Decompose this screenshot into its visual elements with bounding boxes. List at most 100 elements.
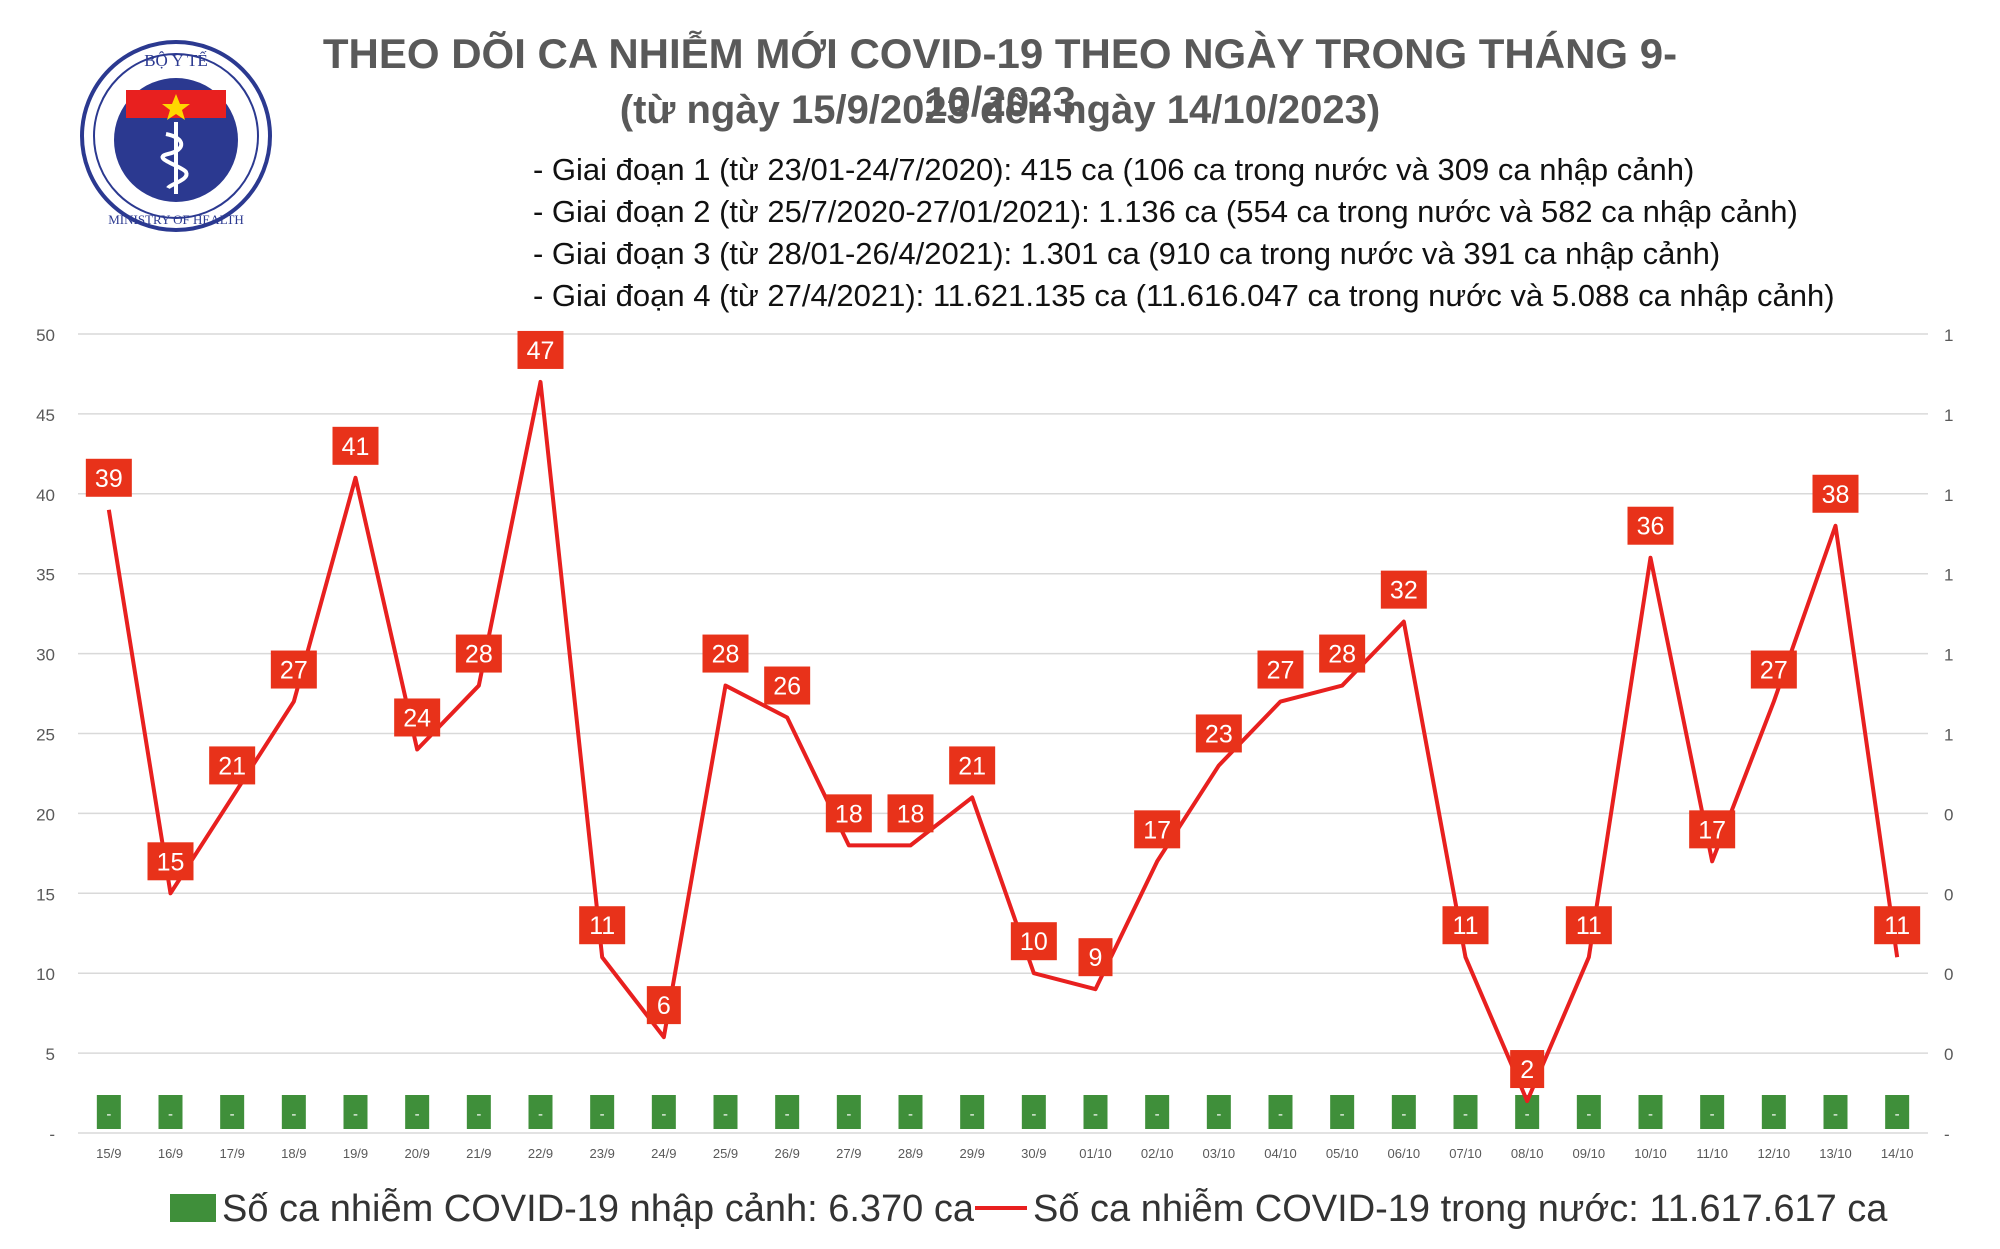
bar-import [220, 1095, 245, 1129]
y-tick-label-right: 0 [1944, 965, 1953, 984]
bar-import-label: - [1031, 1106, 1036, 1123]
y-tick-label-right: 1 [1944, 726, 1953, 745]
data-label-box [1380, 570, 1427, 609]
data-label-text: 18 [897, 800, 925, 828]
bar-import [1021, 1095, 1046, 1129]
data-label: 26 [764, 666, 811, 705]
bar-import [1268, 1095, 1293, 1129]
data-label-text: 41 [342, 433, 370, 461]
bar-import [1206, 1095, 1231, 1129]
note-phase-3: - Giai đoạn 3 (từ 28/01-26/4/2021): 1.30… [533, 236, 1721, 271]
data-label-box [517, 330, 564, 369]
bar-import-label: - [1278, 1106, 1283, 1123]
data-label-box [1442, 906, 1489, 945]
x-tick-label: 13/10 [1819, 1146, 1852, 1161]
data-label-box [1319, 634, 1366, 673]
data-label-text: 39 [95, 465, 123, 493]
series-line-domestic [106, 379, 1900, 1104]
data-label-text: 21 [218, 752, 246, 780]
x-tick-label: 12/10 [1758, 1146, 1791, 1161]
data-label-box [1750, 650, 1797, 689]
data-label-text: 27 [1760, 657, 1788, 685]
data-label-text: 28 [1328, 641, 1356, 669]
x-tick-label: 20/9 [405, 1146, 430, 1161]
data-label: 47 [517, 330, 564, 369]
data-label-box [949, 746, 996, 785]
data-label-box [887, 794, 934, 833]
data-label-box [579, 906, 626, 945]
data-label-box [1565, 906, 1612, 945]
note-phase-2: - Giai đoạn 2 (từ 25/7/2020-27/01/2021):… [533, 194, 1798, 229]
bar-import-label: - [168, 1106, 173, 1123]
x-tick-label: 07/10 [1449, 1146, 1482, 1161]
data-label-box [1812, 474, 1859, 513]
data-label-box [825, 794, 872, 833]
bar-import [1453, 1095, 1478, 1129]
x-tick-label: 11/10 [1696, 1146, 1728, 1161]
x-tick-label: 08/10 [1511, 1146, 1544, 1161]
data-label-box [209, 746, 256, 785]
bar-import [590, 1095, 615, 1129]
bar-import-label: - [476, 1106, 481, 1123]
data-label-box [1078, 938, 1113, 977]
x-tick-label: 04/10 [1264, 1146, 1297, 1161]
logo-text-bottom: MINISTRY OF HEALTH [108, 212, 244, 227]
bar-import [713, 1095, 738, 1129]
data-label-text: 11 [589, 912, 615, 940]
data-label: 28 [702, 634, 749, 673]
data-label-text: 6 [657, 992, 671, 1020]
bar-import-label: - [415, 1106, 420, 1123]
bar-import [836, 1095, 861, 1129]
legend-import: Số ca nhiễm COVID-19 nhập cảnh: 6.370 ca [170, 1188, 974, 1231]
bar-import [960, 1095, 985, 1129]
data-label-text: 47 [527, 337, 555, 365]
data-label: 11 [1442, 906, 1489, 945]
legend-domestic-label: Số ca nhiễm COVID-19 trong nước: 11.617.… [1033, 1188, 1888, 1230]
y-tick-label-left: 20 [36, 805, 55, 824]
x-tick-label: 16/9 [158, 1146, 183, 1161]
data-label: 21 [949, 746, 996, 785]
y-tick-label-left: 45 [36, 406, 55, 425]
data-label: 24 [394, 698, 441, 737]
data-label-text: 23 [1205, 720, 1233, 748]
data-label-box [1257, 650, 1304, 689]
bar-import [1083, 1095, 1108, 1129]
bar-import-label: - [600, 1106, 605, 1123]
data-label-text: 2 [1520, 1056, 1534, 1084]
x-tick-label: 29/9 [960, 1146, 985, 1161]
data-label-text: 26 [773, 673, 801, 701]
x-tick-label: 05/10 [1326, 1146, 1359, 1161]
x-tick-label: 15/9 [96, 1146, 121, 1161]
data-label: 15 [147, 842, 194, 881]
data-label-text: 11 [1884, 912, 1910, 940]
data-label: 27 [270, 650, 317, 689]
data-label: 27 [1257, 650, 1304, 689]
data-label: 10 [1010, 922, 1057, 961]
data-label-box [1195, 714, 1242, 753]
data-label-box [1010, 922, 1057, 961]
data-label-text: 38 [1822, 481, 1850, 509]
data-label-text: 17 [1698, 816, 1726, 844]
y-tick-label-left: 25 [36, 726, 55, 745]
data-label: 9 [1078, 938, 1113, 977]
bar-import [1823, 1095, 1848, 1129]
data-label-box [1510, 1050, 1545, 1089]
chart-subtitle: (từ ngày 15/9/2023 đến ngày 14/10/2023) [619, 88, 1381, 132]
bar-import [898, 1095, 923, 1129]
bar-import-label: - [1525, 1106, 1530, 1123]
data-label: 2 [1510, 1050, 1545, 1089]
data-label: 11 [1565, 906, 1612, 945]
bar-import [1576, 1095, 1601, 1129]
data-label: 28 [455, 634, 502, 673]
bar-import [528, 1095, 553, 1129]
legend-domestic-line [975, 1205, 1027, 1210]
data-label-box [1627, 506, 1674, 545]
data-label-text: 36 [1637, 513, 1665, 541]
bar-import [1700, 1095, 1725, 1129]
x-tick-label: 09/10 [1573, 1146, 1606, 1161]
ministry-of-health-logo: BỘ Y TẾ MINISTRY OF HEALTH [80, 40, 272, 232]
data-label-text: 10 [1020, 928, 1048, 956]
bar-import [405, 1095, 430, 1129]
data-label-box [455, 634, 502, 673]
